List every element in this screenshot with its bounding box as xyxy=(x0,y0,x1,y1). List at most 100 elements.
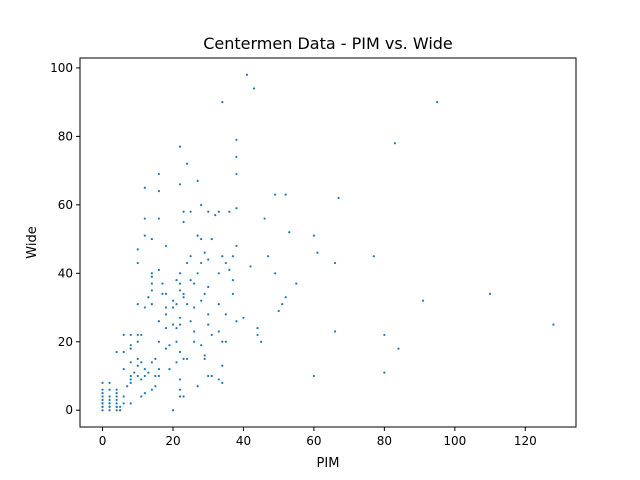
data-point xyxy=(147,296,150,299)
data-point xyxy=(312,374,316,378)
data-point xyxy=(154,385,157,388)
data-point xyxy=(231,292,234,295)
data-point xyxy=(164,306,168,309)
data-point xyxy=(178,323,182,326)
x-tick-label: 20 xyxy=(165,434,180,448)
x-axis-label: PIM xyxy=(317,456,340,471)
data-point xyxy=(252,87,256,90)
data-point xyxy=(235,172,238,176)
data-point xyxy=(143,217,146,220)
data-point xyxy=(193,306,196,309)
data-point xyxy=(108,402,111,405)
data-point xyxy=(108,381,111,384)
data-point xyxy=(143,374,146,378)
data-point xyxy=(185,303,189,306)
data-point xyxy=(129,333,132,337)
data-point xyxy=(115,395,118,398)
data-point xyxy=(115,388,118,391)
data-point xyxy=(157,217,161,220)
data-point xyxy=(383,371,386,374)
data-point xyxy=(129,374,132,378)
data-point xyxy=(164,244,168,248)
data-point xyxy=(235,244,238,248)
x-tick-label: 0 xyxy=(99,434,107,448)
data-point xyxy=(178,395,182,398)
data-point xyxy=(150,289,153,292)
data-point xyxy=(221,340,224,343)
data-point xyxy=(129,344,132,347)
data-point xyxy=(235,207,238,210)
data-point xyxy=(333,330,337,333)
data-point xyxy=(115,409,118,412)
data-point xyxy=(157,374,161,378)
data-point xyxy=(200,299,203,302)
data-point xyxy=(161,292,164,295)
data-point xyxy=(157,340,161,343)
data-point xyxy=(235,320,238,323)
data-point xyxy=(164,347,168,350)
data-point xyxy=(193,282,196,285)
data-points xyxy=(101,73,555,412)
data-point xyxy=(108,398,111,402)
data-point xyxy=(393,142,397,145)
axis-ticks: 0 20 40 60 80 100 120 0 20 40 60 80 100 xyxy=(50,61,537,448)
data-point xyxy=(136,357,139,360)
data-point xyxy=(274,272,277,275)
data-point xyxy=(143,234,146,237)
data-point xyxy=(164,292,168,295)
data-point xyxy=(249,265,252,268)
data-point xyxy=(259,340,263,343)
data-point xyxy=(129,361,132,364)
data-point xyxy=(101,392,104,395)
data-point xyxy=(552,323,555,326)
data-point xyxy=(143,186,146,189)
data-point xyxy=(175,340,178,343)
y-tick-label: 0 xyxy=(65,403,73,417)
data-point xyxy=(178,378,182,381)
data-point xyxy=(182,357,185,360)
data-point xyxy=(189,279,192,282)
data-point xyxy=(189,255,192,258)
data-point xyxy=(164,313,168,316)
data-point xyxy=(136,261,139,265)
data-point xyxy=(115,350,118,354)
data-point xyxy=(171,323,175,326)
data-point xyxy=(133,371,136,374)
data-point xyxy=(288,231,291,234)
data-point xyxy=(129,347,132,350)
data-point xyxy=(207,313,210,316)
data-point xyxy=(136,364,139,367)
data-point xyxy=(136,333,139,337)
data-point xyxy=(140,333,143,337)
data-point xyxy=(150,361,153,364)
plot-area-frame xyxy=(79,57,577,428)
data-point xyxy=(108,405,111,408)
y-tick-label: 60 xyxy=(58,198,73,212)
data-point xyxy=(157,268,161,271)
y-tick-label: 40 xyxy=(58,266,73,280)
data-point xyxy=(196,234,199,237)
data-point xyxy=(210,374,213,378)
data-point xyxy=(150,275,153,278)
data-point xyxy=(122,402,125,405)
data-point xyxy=(196,272,199,275)
data-point xyxy=(281,303,284,306)
data-point xyxy=(115,405,118,408)
x-tick-label: 40 xyxy=(236,434,251,448)
data-point xyxy=(189,210,192,213)
data-point xyxy=(182,220,185,224)
data-point xyxy=(119,409,122,412)
data-point xyxy=(101,402,104,405)
data-point xyxy=(217,330,220,333)
data-point xyxy=(108,409,111,412)
data-point xyxy=(196,179,199,182)
data-point xyxy=(200,261,203,265)
data-point xyxy=(312,234,316,237)
data-point xyxy=(129,381,132,384)
data-point xyxy=(200,344,203,347)
data-point xyxy=(228,210,231,213)
data-point xyxy=(140,378,143,381)
x-tick-label: 100 xyxy=(443,434,466,448)
data-point xyxy=(207,258,210,261)
